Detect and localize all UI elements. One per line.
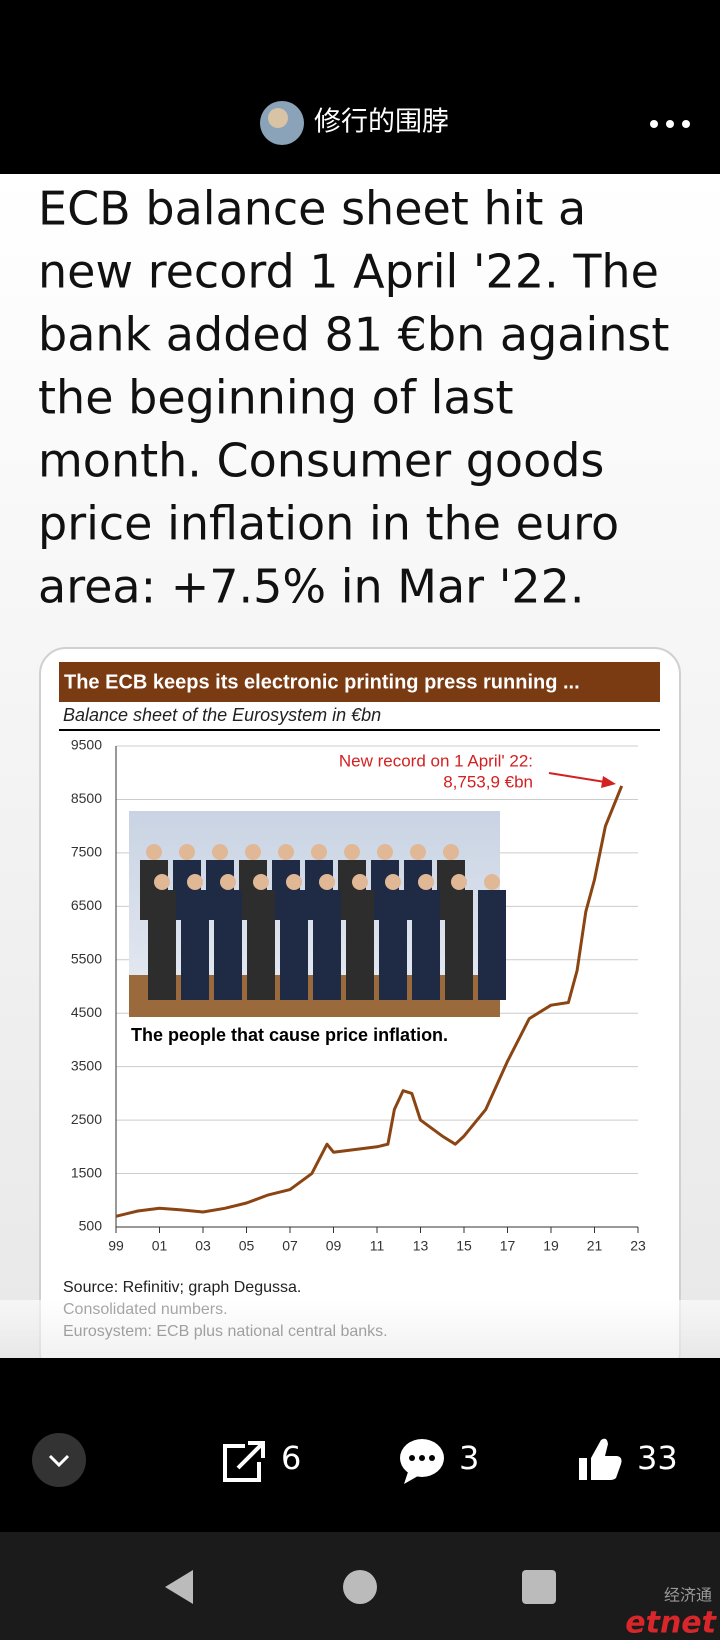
y-tick-label: 1500: [71, 1164, 102, 1180]
comment-count: 3: [459, 1439, 479, 1477]
watermark-cn: 经济通: [664, 1586, 712, 1605]
annotation-arrowhead: [601, 776, 616, 788]
y-tick-label: 4500: [71, 1004, 102, 1020]
comment-icon[interactable]: [400, 1439, 444, 1484]
photo-person: [379, 890, 407, 1000]
photo-head: [385, 874, 401, 890]
y-tick-label: 8500: [71, 790, 102, 806]
x-tick-label: 01: [152, 1238, 168, 1254]
x-tick-label: 07: [282, 1238, 298, 1254]
x-tick-label: 21: [587, 1238, 603, 1254]
y-tick-label: 500: [79, 1218, 103, 1234]
y-tick-label: 3500: [71, 1057, 102, 1073]
post-text: ECB balance sheet hit a new record 1 Apri…: [38, 182, 669, 614]
x-tick-label: 03: [195, 1238, 211, 1254]
post-line: area: +7.5% in Mar '22.: [38, 560, 585, 614]
post-line: new record 1 April '22. The: [38, 245, 659, 299]
photo-head: [253, 874, 269, 890]
chart-title: The ECB keeps its electronic printing pr…: [64, 671, 580, 693]
photo-head: [187, 874, 203, 890]
x-tick-label: 05: [239, 1238, 255, 1254]
post-line: ECB balance sheet hit a: [38, 182, 586, 236]
photo-head: [352, 874, 368, 890]
back-button[interactable]: [165, 1570, 193, 1604]
photo-person: [247, 890, 275, 1000]
chevron: [48, 1454, 70, 1468]
photo-head: [377, 844, 393, 860]
post-line: the beginning of last: [38, 371, 514, 425]
y-tick-label: 5500: [71, 950, 102, 966]
photo-head: [245, 844, 261, 860]
x-tick-label: 17: [500, 1238, 516, 1254]
action-bar: [0, 1358, 720, 1532]
avatar-face: [268, 108, 288, 128]
photo-head: [418, 874, 434, 890]
x-tick-label: 19: [543, 1238, 559, 1254]
post-line: month. Consumer goods: [38, 434, 604, 488]
watermark-logo: etnet: [625, 1606, 717, 1640]
source-note: Source: Refinitiv; graph Degussa.: [63, 1279, 301, 1296]
photo-person: [445, 890, 473, 1000]
photo-person: [346, 890, 374, 1000]
chart-title-bar: [59, 662, 660, 702]
x-tick-label: 13: [413, 1238, 429, 1254]
photo-head: [451, 874, 467, 890]
photo-head: [220, 874, 236, 890]
photo-head: [443, 844, 459, 860]
y-tick-label: 7500: [71, 844, 102, 860]
x-tick-label: 15: [456, 1238, 472, 1254]
annotation: 8,753,9 €bn: [443, 772, 533, 791]
share-count: 6: [281, 1439, 301, 1477]
photo-head: [212, 844, 228, 860]
photo-head: [179, 844, 195, 860]
photo-person: [412, 890, 440, 1000]
like-icon[interactable]: [579, 1438, 622, 1480]
annotation: New record on 1 April' 22:: [339, 751, 533, 770]
x-tick-label: 23: [630, 1238, 646, 1254]
y-tick-label: 6500: [71, 897, 102, 913]
photo-head: [344, 844, 360, 860]
photo-person: [313, 890, 341, 1000]
photo-head: [410, 844, 426, 860]
data-line: [115, 785, 624, 1218]
photo-head: [319, 874, 335, 890]
photo-person: [478, 890, 506, 1000]
x-tick-label: 99: [108, 1238, 124, 1254]
annotation-arrow: [548, 772, 606, 783]
photo-head: [154, 874, 170, 890]
photo-head: [311, 844, 327, 860]
more-menu[interactable]: [650, 120, 690, 128]
photo-head: [146, 844, 162, 860]
y-tick-label: 9500: [71, 737, 102, 753]
photo-head: [484, 874, 500, 890]
photo-head: [286, 874, 302, 890]
share-icon[interactable]: [223, 1441, 265, 1482]
home-button[interactable]: [343, 1570, 377, 1604]
recents-button[interactable]: [522, 1570, 556, 1604]
fade: [0, 1300, 720, 1358]
chart-subtitle: Balance sheet of the Eurosystem in €bn: [63, 705, 381, 725]
y-tick-label: 2500: [71, 1111, 102, 1127]
x-tick-label: 11: [370, 1238, 385, 1254]
post-line: price inflation in the euro: [38, 497, 619, 551]
photo-head: [278, 844, 294, 860]
x-tick-label: 09: [326, 1238, 342, 1254]
photo-person: [148, 890, 176, 1000]
photo-person: [181, 890, 209, 1000]
post-line: bank added 81 €bn against: [38, 308, 669, 362]
photo-person: [214, 890, 242, 1000]
collapse-button[interactable]: [32, 1433, 86, 1487]
photo-person: [280, 890, 308, 1000]
username[interactable]: 修行的围脖: [314, 107, 449, 138]
like-count: 33: [637, 1439, 678, 1477]
photo-caption: The people that cause price inflation.: [131, 1025, 448, 1045]
top-bar: [0, 0, 720, 174]
